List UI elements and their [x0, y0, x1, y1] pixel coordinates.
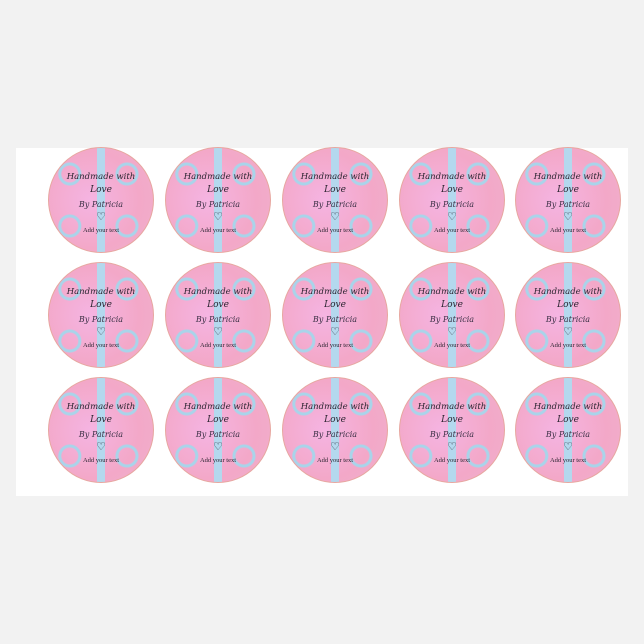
- sticker[interactable]: Handmade with Love By Patricia ♡ Add you…: [48, 147, 154, 253]
- sticker-footer: Add your text: [549, 342, 587, 349]
- sticker-byline: By Patricia: [429, 200, 475, 209]
- sticker[interactable]: Handmade with Love By Patricia ♡ Add you…: [515, 147, 621, 253]
- sticker-byline: By Patricia: [195, 430, 241, 439]
- sticker[interactable]: Handmade with Love By Patricia ♡ Add you…: [48, 262, 154, 368]
- sticker-title-line2: Love: [324, 300, 346, 310]
- sticker-title-line1: Handmade with: [533, 287, 603, 297]
- sticker-title-line1: Handmade with: [533, 402, 603, 412]
- sticker-title-line1: Handmade with: [183, 287, 253, 297]
- sticker-byline: By Patricia: [195, 315, 241, 324]
- heart-icon: ♡: [447, 326, 457, 338]
- sticker[interactable]: Handmade with Love By Patricia ♡ Add you…: [515, 262, 621, 368]
- sticker-title-line1: Handmade with: [66, 287, 136, 297]
- sticker-title-line2: Love: [441, 415, 463, 425]
- sticker-byline: By Patricia: [545, 200, 591, 209]
- sticker[interactable]: Handmade with Love By Patricia ♡ Add you…: [282, 377, 388, 483]
- heart-icon: ♡: [96, 211, 106, 223]
- sticker[interactable]: Handmade with Love By Patricia ♡ Add you…: [399, 262, 505, 368]
- sticker-title-line2: Love: [90, 300, 112, 310]
- sticker-title-line1: Handmade with: [300, 402, 370, 412]
- sticker-title-line2: Love: [557, 300, 579, 310]
- sticker-title-line2: Love: [557, 185, 579, 195]
- heart-icon: ♡: [213, 441, 223, 453]
- sticker[interactable]: Handmade with Love By Patricia ♡ Add you…: [515, 377, 621, 483]
- sticker-footer: Add your text: [82, 342, 120, 349]
- sticker-title-line2: Love: [324, 415, 346, 425]
- sticker-title-line1: Handmade with: [183, 172, 253, 182]
- heart-icon: ♡: [563, 211, 573, 223]
- sticker-byline: By Patricia: [312, 315, 358, 324]
- sticker-title-line1: Handmade with: [417, 287, 487, 297]
- sticker-footer: Add your text: [433, 457, 471, 464]
- sticker-title-line2: Love: [207, 415, 229, 425]
- sticker-footer: Add your text: [199, 457, 237, 464]
- sticker-title-line1: Handmade with: [66, 402, 136, 412]
- sticker-byline: By Patricia: [312, 200, 358, 209]
- sticker-byline: By Patricia: [195, 200, 241, 209]
- sticker-footer: Add your text: [82, 457, 120, 464]
- heart-icon: ♡: [330, 211, 340, 223]
- heart-icon: ♡: [447, 441, 457, 453]
- sticker-footer: Add your text: [549, 457, 587, 464]
- sticker-title-line1: Handmade with: [300, 287, 370, 297]
- sticker-byline: By Patricia: [312, 430, 358, 439]
- sticker-sheet: Handmade with Love By Patricia ♡ Add you…: [16, 147, 628, 496]
- sticker-title-line1: Handmade with: [417, 172, 487, 182]
- sticker-footer: Add your text: [433, 227, 471, 234]
- sticker-footer: Add your text: [199, 342, 237, 349]
- sticker-title-line1: Handmade with: [66, 172, 136, 182]
- sticker-footer: Add your text: [199, 227, 237, 234]
- heart-icon: ♡: [213, 211, 223, 223]
- sticker-title-line2: Love: [90, 415, 112, 425]
- sticker-footer: Add your text: [316, 342, 354, 349]
- sticker-title-line1: Handmade with: [417, 402, 487, 412]
- heart-icon: ♡: [330, 326, 340, 338]
- sticker-byline: By Patricia: [429, 315, 475, 324]
- sticker-byline: By Patricia: [545, 315, 591, 324]
- sticker-byline: By Patricia: [545, 430, 591, 439]
- heart-icon: ♡: [96, 441, 106, 453]
- heart-icon: ♡: [563, 441, 573, 453]
- sticker-title-line2: Love: [207, 300, 229, 310]
- sticker-byline: By Patricia: [429, 430, 475, 439]
- sticker-byline: By Patricia: [78, 430, 124, 439]
- sticker-footer: Add your text: [316, 457, 354, 464]
- heart-icon: ♡: [330, 441, 340, 453]
- sticker[interactable]: Handmade with Love By Patricia ♡ Add you…: [282, 147, 388, 253]
- sticker-byline: By Patricia: [78, 315, 124, 324]
- sticker-byline: By Patricia: [78, 200, 124, 209]
- sticker[interactable]: Handmade with Love By Patricia ♡ Add you…: [399, 377, 505, 483]
- sticker-title-line2: Love: [324, 185, 346, 195]
- sticker-footer: Add your text: [316, 227, 354, 234]
- sticker-title-line1: Handmade with: [533, 172, 603, 182]
- sticker[interactable]: Handmade with Love By Patricia ♡ Add you…: [165, 262, 271, 368]
- sticker-title-line1: Handmade with: [300, 172, 370, 182]
- sticker-title-line2: Love: [90, 185, 112, 195]
- sticker-footer: Add your text: [549, 227, 587, 234]
- sticker-title-line2: Love: [557, 415, 579, 425]
- sticker-footer: Add your text: [82, 227, 120, 234]
- sticker-title-line1: Handmade with: [183, 402, 253, 412]
- sticker[interactable]: Handmade with Love By Patricia ♡ Add you…: [165, 377, 271, 483]
- sticker[interactable]: Handmade with Love By Patricia ♡ Add you…: [399, 147, 505, 253]
- sticker-title-line2: Love: [207, 185, 229, 195]
- sticker[interactable]: Handmade with Love By Patricia ♡ Add you…: [165, 147, 271, 253]
- sticker-title-line2: Love: [441, 300, 463, 310]
- sticker-title-line2: Love: [441, 185, 463, 195]
- sticker-footer: Add your text: [433, 342, 471, 349]
- heart-icon: ♡: [213, 326, 223, 338]
- heart-icon: ♡: [447, 211, 457, 223]
- sticker[interactable]: Handmade with Love By Patricia ♡ Add you…: [48, 377, 154, 483]
- heart-icon: ♡: [96, 326, 106, 338]
- sticker[interactable]: Handmade with Love By Patricia ♡ Add you…: [282, 262, 388, 368]
- heart-icon: ♡: [563, 326, 573, 338]
